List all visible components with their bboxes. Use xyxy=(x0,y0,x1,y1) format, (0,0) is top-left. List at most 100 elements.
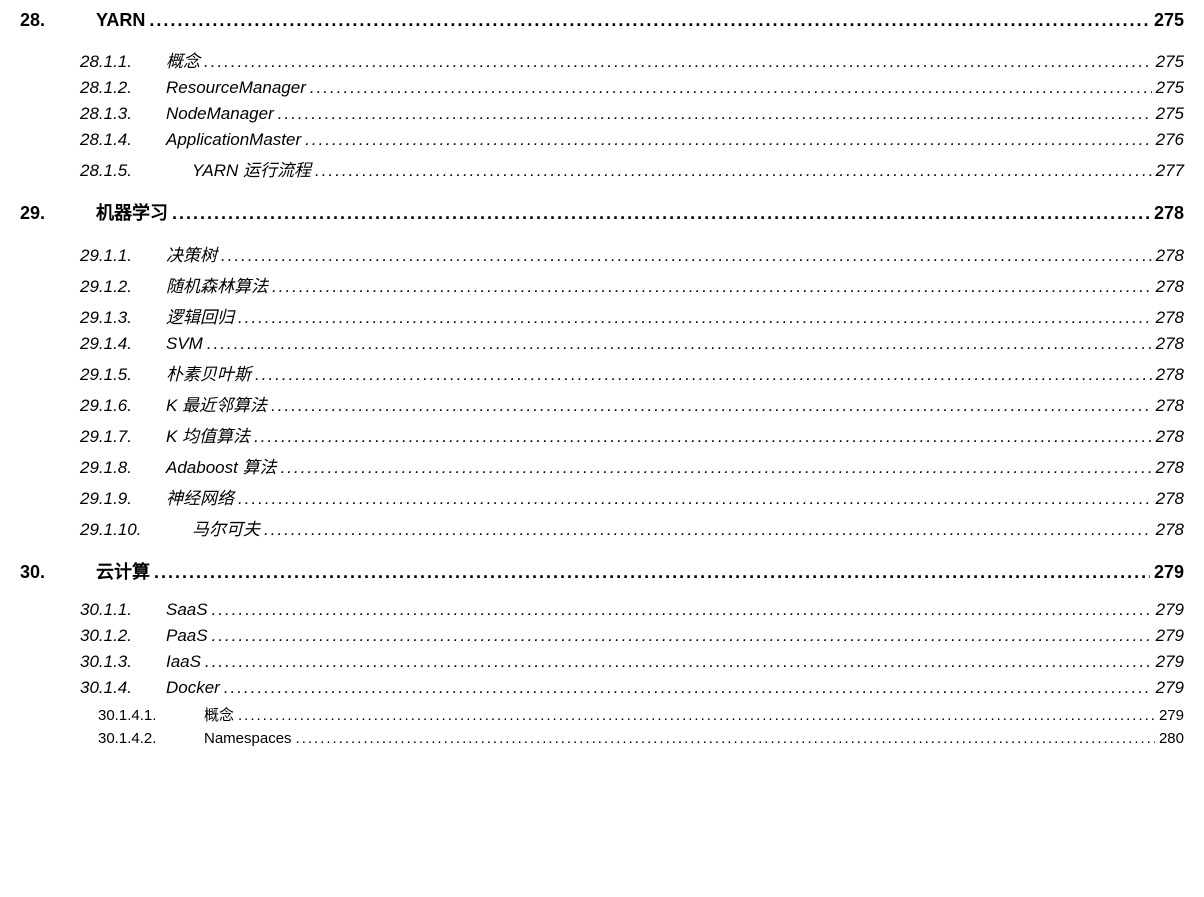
toc-number: 30.1.4.1. xyxy=(98,707,198,724)
toc-number: 30.1.4. xyxy=(80,678,160,698)
toc-title: 逻辑回归 xyxy=(166,303,234,328)
toc-leader-dots xyxy=(204,52,1152,72)
toc-leader-dots xyxy=(254,427,1152,447)
toc-entry-level-3[interactable]: 30.1.4.1. 概念 279 xyxy=(20,704,1184,725)
toc-leader-dots xyxy=(272,277,1152,297)
toc-leader-dots xyxy=(207,334,1152,354)
toc-page-number: 277 xyxy=(1156,161,1184,181)
toc-page-number: 279 xyxy=(1156,600,1184,620)
toc-page-number: 275 xyxy=(1156,78,1184,98)
toc-entry-level-2[interactable]: 29.1.5.朴素贝叶斯278 xyxy=(20,360,1184,385)
toc-title: PaaS xyxy=(166,626,208,646)
toc-title: Namespaces xyxy=(204,730,292,747)
toc-title: 马尔可夫 xyxy=(192,515,260,540)
toc-entry-level-2[interactable]: 29.1.1. 决策树 278 xyxy=(20,241,1184,266)
toc-page-number: 278 xyxy=(1156,246,1184,266)
toc-page-number: 278 xyxy=(1156,277,1184,297)
toc-page-number: 279 xyxy=(1154,562,1184,583)
toc-entry-level-2[interactable]: 29.1.10. 马尔可夫 278 xyxy=(20,515,1184,540)
toc-number: 29.1.2. xyxy=(80,277,160,297)
toc-page-number: 279 xyxy=(1156,626,1184,646)
toc-title: Docker xyxy=(166,678,220,698)
toc-number: 29.1.1. xyxy=(80,246,160,266)
toc-entry-level-2[interactable]: 28.1.1. 概念 275 xyxy=(20,47,1184,72)
toc-entry-level-1[interactable]: 29.机器学习278 xyxy=(20,199,1184,225)
toc-leader-dots xyxy=(310,78,1152,98)
toc-page-number: 279 xyxy=(1159,707,1184,724)
toc-title: K 均值算法 xyxy=(166,422,250,447)
toc-title: 随机森林算法 xyxy=(166,272,268,297)
toc-entry-level-1[interactable]: 28.YARN275 xyxy=(20,10,1184,31)
toc-entry-level-2[interactable]: 29.1.2. 随机森林算法 278 xyxy=(20,272,1184,297)
toc-page-number: 278 xyxy=(1156,334,1184,354)
toc-page-number: 278 xyxy=(1156,396,1184,416)
toc-entry-level-2[interactable]: 30.1.1.SaaS279 xyxy=(20,600,1184,620)
toc-entry-level-2[interactable]: 30.1.3.IaaS279 xyxy=(20,652,1184,672)
toc-leader-dots xyxy=(264,520,1152,540)
toc-leader-dots xyxy=(172,203,1150,224)
toc-leader-dots xyxy=(205,652,1152,672)
toc-title: 概念 xyxy=(204,704,234,725)
toc-number: 30.1.4.2. xyxy=(98,730,198,747)
toc-entry-level-2[interactable]: 28.1.5. YARN 运行流程 277 xyxy=(20,156,1184,181)
toc-leader-dots xyxy=(224,678,1152,698)
toc-leader-dots xyxy=(281,458,1152,478)
toc-title: NodeManager xyxy=(166,104,274,124)
toc-number: 30.1.3. xyxy=(80,652,160,672)
toc-page-number: 275 xyxy=(1156,52,1184,72)
toc-entry-level-3[interactable]: 30.1.4.2.Namespaces280 xyxy=(20,730,1184,747)
toc-number: 30.1.1. xyxy=(80,600,160,620)
toc-title: ApplicationMaster xyxy=(166,130,301,150)
toc-number: 28.1.4. xyxy=(80,130,160,150)
toc-entry-level-2[interactable]: 29.1.6. K 最近邻算法 278 xyxy=(20,391,1184,416)
toc-title: YARN 运行流程 xyxy=(192,156,311,181)
toc-entry-level-2[interactable]: 28.1.4. ApplicationMaster 276 xyxy=(20,130,1184,150)
toc-entry-level-1[interactable]: 30.云计算279 xyxy=(20,558,1184,584)
toc-section: 28.YARN275 28.1.1. 概念 275 28.1.2. ResourceMan… xyxy=(20,10,1184,181)
toc-title: ResourceManager xyxy=(166,78,306,98)
toc-entry-level-2[interactable]: 28.1.2. ResourceManager 275 xyxy=(20,78,1184,98)
toc-page-number: 278 xyxy=(1156,520,1184,540)
toc-leader-dots xyxy=(238,707,1155,724)
toc-title: K 最近邻算法 xyxy=(166,391,267,416)
toc-number: 29.1.8. xyxy=(80,458,160,478)
toc-entry-level-2[interactable]: 28.1.3. NodeManager 275 xyxy=(20,104,1184,124)
toc-page-number: 275 xyxy=(1154,10,1184,31)
toc-number: 29.1.6. xyxy=(80,396,160,416)
toc-number: 29.1.3. xyxy=(80,308,160,328)
toc-number: 29.1.7. xyxy=(80,427,160,447)
toc-entry-level-2[interactable]: 29.1.9.神经网络278 xyxy=(20,484,1184,509)
toc-leader-dots xyxy=(255,365,1152,385)
toc-title: 概念 xyxy=(166,47,200,72)
toc-leader-dots xyxy=(296,730,1155,747)
toc-leader-dots xyxy=(271,396,1152,416)
toc-leader-dots xyxy=(221,246,1152,266)
toc-leader-dots xyxy=(238,308,1152,328)
toc-page-number: 278 xyxy=(1156,458,1184,478)
toc-entry-level-2[interactable]: 30.1.2. PaaS 279 xyxy=(20,626,1184,646)
toc-entry-level-2[interactable]: 29.1.4.SVM278 xyxy=(20,334,1184,354)
toc-title: 决策树 xyxy=(166,241,217,266)
toc-page-number: 275 xyxy=(1156,104,1184,124)
toc-entry-level-2[interactable]: 30.1.4. Docker 279 xyxy=(20,678,1184,698)
toc-number: 30.1.2. xyxy=(80,626,160,646)
toc-number: 29.1.9. xyxy=(80,489,160,509)
toc-page-number: 276 xyxy=(1156,130,1184,150)
toc-number: 29. xyxy=(20,203,90,224)
table-of-contents: 28.YARN275 28.1.1. 概念 275 28.1.2. ResourceMan… xyxy=(20,10,1184,747)
toc-entry-level-2[interactable]: 29.1.8.Adaboost 算法278 xyxy=(20,453,1184,478)
toc-number: 29.1.10. xyxy=(80,520,160,540)
toc-page-number: 278 xyxy=(1156,427,1184,447)
toc-number: 28.1.5. xyxy=(80,161,160,181)
toc-leader-dots xyxy=(238,489,1152,509)
toc-leader-dots xyxy=(315,161,1152,181)
toc-number: 28.1.3. xyxy=(80,104,160,124)
toc-leader-dots xyxy=(305,130,1152,150)
toc-leader-dots xyxy=(149,10,1150,31)
toc-title: 机器学习 xyxy=(96,199,168,225)
toc-number: 28.1.1. xyxy=(80,52,160,72)
toc-entry-level-2[interactable]: 29.1.7. K 均值算法 278 xyxy=(20,422,1184,447)
toc-page-number: 279 xyxy=(1156,678,1184,698)
toc-entry-level-2[interactable]: 29.1.3.逻辑回归278 xyxy=(20,303,1184,328)
toc-number: 28.1.2. xyxy=(80,78,160,98)
